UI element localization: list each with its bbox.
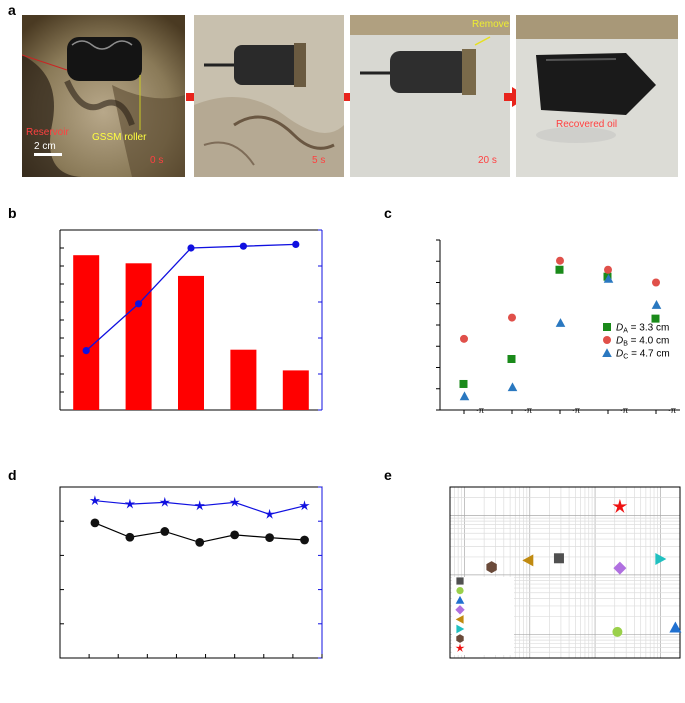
recovery-point [125,532,135,542]
data-point [556,256,564,265]
data-point [604,265,612,274]
data-point [655,552,667,565]
photo-2-image [194,15,344,177]
data-point [612,626,623,637]
reservoir-label: Reservoir [26,127,69,138]
bar [230,349,257,410]
chart-e [449,486,682,659]
legend-label: DC = 4.7 cm [616,349,670,361]
data-point [555,318,566,327]
legend-marker [456,634,464,643]
panel-letter-d: d [8,467,17,483]
data-point [652,278,660,287]
chart-d [59,486,323,659]
photo-reservoir: Reservoir GSSM roller 2 cm 0 s [22,15,185,177]
bar [125,263,152,410]
recovery-point [160,527,170,536]
time-label-20s: 20 s [478,155,497,166]
efficiency-point [239,242,247,250]
efficiency-point [82,347,90,355]
pi-symbol: ·π [668,406,677,415]
efficiency-point [264,508,275,519]
recovery-point [195,538,205,547]
legend-marker [602,348,612,357]
efficiency-point [194,500,205,511]
legend-marker [456,624,465,634]
legend-label: DB = 4.0 cm [616,336,669,348]
legend-marker [455,643,465,652]
recovery-point [300,535,309,545]
recovery-point [265,533,274,543]
bar [73,255,100,410]
panel-letter-a: a [8,2,16,18]
legend-marker [456,577,464,585]
panel-letter-e: e [384,467,392,483]
data-point [613,561,627,575]
pi-symbol: ·π [476,406,485,415]
legend-marker [455,595,465,604]
efficiency-point [89,495,101,506]
recovered-oil-label: Recovered oil [556,119,618,130]
photo-recovered-oil: Recovered oil [516,15,678,177]
chart-b [59,229,323,411]
data-point [507,382,518,392]
photo-strip: Reservoir GSSM roller 2 cm 0 s 5 s Remov… [22,15,678,177]
photo-4-image [516,15,678,177]
data-point [486,561,497,574]
photo-5s: 5 s [194,15,344,177]
bar [282,370,309,410]
pi-symbol: ·π [620,406,629,415]
efficiency-point [292,240,300,248]
efficiency-point [124,498,136,509]
legend-marker [603,323,611,331]
pi-symbol: ·π [524,406,533,415]
bar [178,275,204,410]
efficiency-point [135,300,143,308]
gssm-roller-label: GSSM roller [92,132,147,143]
data-point [651,300,662,309]
data-point [555,265,564,274]
data-point [651,314,660,323]
legend-marker [455,615,464,624]
photo-1-image [22,15,185,177]
time-label-0s: 0 s [150,155,164,166]
recovery-point [230,530,240,540]
data-point [459,379,468,388]
time-label-5s: 5 s [312,155,326,166]
data-point [603,273,614,283]
data-point [669,621,682,633]
data-point [459,391,470,401]
legend-marker [456,587,464,595]
plot-frame [59,486,323,659]
data-point [508,313,516,322]
data-point [460,334,468,343]
pi-symbol: ·π [572,406,581,415]
recovery-point [90,518,100,528]
data-point [553,553,564,564]
efficiency-point [159,496,170,507]
efficiency-point [187,244,195,252]
efficiency-point [299,500,310,511]
legend-label: DA = 3.3 cm [616,323,669,335]
panel-letter-c: c [384,205,392,221]
scale-bar-label: 2 cm [34,141,56,152]
photo-20s: Remove 20 s [350,15,510,177]
data-point [522,554,534,567]
remove-label: Remove [472,19,510,30]
data-point [612,498,628,513]
panel-letter-b: b [8,205,17,221]
photo-3-image [350,15,510,177]
efficiency-point [229,496,240,507]
legend-marker [603,336,611,344]
plot-frame [449,486,681,659]
data-point [507,355,516,363]
